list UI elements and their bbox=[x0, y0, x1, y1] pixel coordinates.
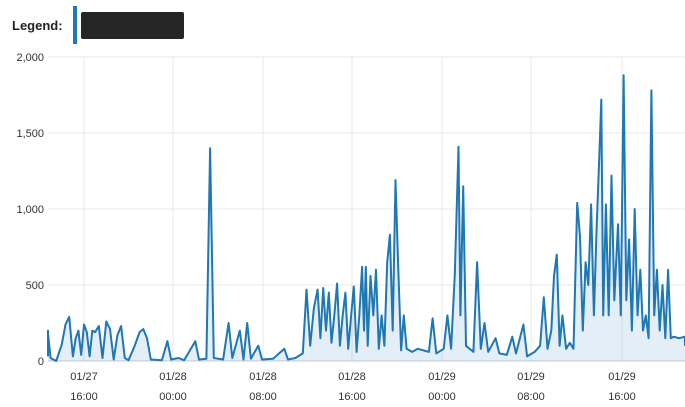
y-axis-ticks: 0 500 1,000 1,500 2,000 bbox=[16, 52, 44, 368]
x-axis-ticks: 01/27 16:00 01/28 00:00 01/28 08:00 01/28 16:00… bbox=[70, 371, 636, 403]
x-tick-time: 16:00 bbox=[70, 391, 98, 403]
legend: Legend: bbox=[12, 6, 184, 44]
legend-redacted-name bbox=[80, 11, 184, 39]
y-tick-label: 0 bbox=[38, 356, 44, 368]
legend-label: Legend: bbox=[12, 17, 63, 33]
y-tick-label: 1,000 bbox=[16, 204, 44, 216]
x-tick-date: 01/27 bbox=[70, 371, 98, 383]
plot-area bbox=[47, 74, 685, 362]
x-tick-date: 01/29 bbox=[517, 371, 545, 383]
x-tick-date: 01/29 bbox=[608, 371, 636, 383]
x-tick-time: 00:00 bbox=[428, 391, 456, 403]
x-tick-time: 16:00 bbox=[608, 391, 636, 403]
x-tick-date: 01/28 bbox=[249, 371, 277, 383]
x-tick-date: 01/28 bbox=[338, 371, 366, 383]
x-tick-date: 01/28 bbox=[159, 371, 187, 383]
x-tick-date: 01/29 bbox=[428, 371, 456, 383]
x-tick-time: 16:00 bbox=[338, 391, 366, 403]
x-tick-time: 00:00 bbox=[159, 391, 187, 403]
legend-series-swatch bbox=[72, 6, 77, 44]
series-line bbox=[47, 74, 685, 362]
y-tick-label: 2,000 bbox=[16, 52, 44, 64]
x-tick-time: 08:00 bbox=[517, 391, 545, 403]
y-tick-label: 500 bbox=[26, 280, 44, 292]
x-tick-time: 08:00 bbox=[249, 391, 277, 403]
y-tick-label: 1,500 bbox=[16, 128, 44, 140]
